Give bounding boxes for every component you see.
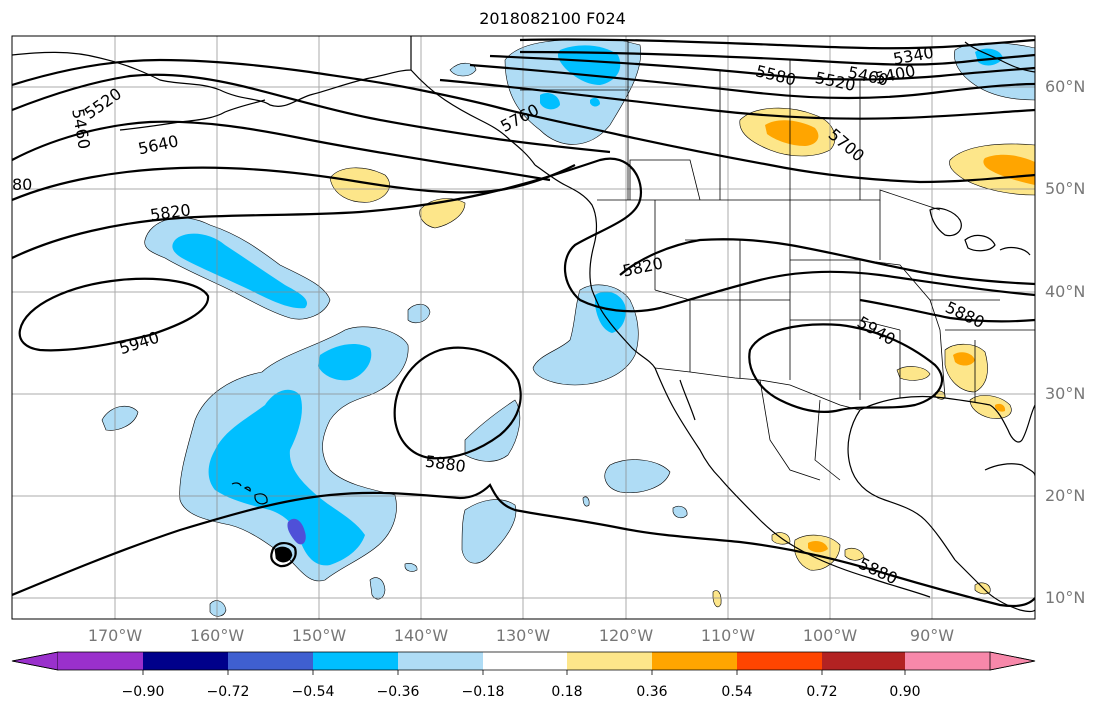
negative-anomaly-small-8 [582, 496, 590, 507]
lon-label-120w: 120°W [598, 626, 654, 645]
negative-anomaly-small-4 [209, 600, 227, 617]
positive-anomaly-region-florida [969, 395, 1012, 419]
negative-anomaly-core-alaska-2 [540, 93, 560, 110]
graticule [12, 36, 1035, 619]
negative-anomaly-core-alaska [557, 45, 621, 85]
negative-anomaly-peak [287, 518, 306, 545]
negative-anomaly-region-baja [604, 459, 671, 493]
negative-anomaly-core-subtropical-2 [318, 344, 372, 381]
lon-label-110w: 110°W [700, 626, 756, 645]
colorbar-swatch-8 [652, 652, 737, 670]
colorbar-swatch-1 [58, 652, 143, 670]
map-title: 2018082100 F024 [479, 9, 626, 28]
positive-anomaly-region-small-1 [712, 590, 722, 608]
colorbar-tick-label: 0.90 [889, 684, 921, 700]
negative-anomaly-region-hawaii-east [461, 499, 517, 564]
colorbar-tick-label: −0.18 [461, 684, 505, 700]
colorbar-tick-label: 0.72 [806, 684, 838, 700]
negative-anomaly-small-7 [404, 563, 418, 572]
coastlines [12, 36, 1035, 613]
lon-label-160w: 160°W [189, 626, 245, 645]
lon-label-150w: 150°W [291, 626, 347, 645]
colorbar-outline [11, 651, 1036, 671]
colorbar-swatch-7 [567, 652, 652, 670]
negative-anomaly-core-small [590, 97, 600, 107]
negative-anomaly-core-subtropical-1 [208, 389, 365, 566]
negative-anomaly-small-6 [449, 62, 477, 77]
colorbar-tick-label: −0.36 [376, 684, 420, 700]
colorbar-swatch-10 [822, 652, 905, 670]
lon-label-170w: 170°W [87, 626, 143, 645]
positive-anomaly-region-pacific-north [329, 167, 390, 203]
positive-anomaly-region-texas [896, 366, 931, 381]
lat-label-30n: 30°N [1045, 384, 1086, 403]
positive-anomaly-core-alberta [765, 120, 819, 146]
colorbar-tick-label: −0.54 [291, 684, 335, 700]
negative-anomaly-region-subtropical [179, 326, 409, 582]
colorbar-swatch-5 [398, 652, 483, 670]
negative-anomaly-small-1 [101, 405, 139, 431]
political-borders [410, 36, 1035, 481]
lon-label-130w: 130°W [495, 626, 551, 645]
colorbar-tick-label: 0.18 [551, 684, 583, 700]
negative-anomaly-core-ca [595, 291, 626, 333]
positive-anomaly-region-central-am [844, 547, 865, 561]
map-border [11, 35, 1036, 620]
positive-anomaly-core-florida [995, 403, 1006, 412]
lat-label-40n: 40°N [1045, 282, 1086, 301]
colorbar-tick-label: −0.72 [206, 684, 250, 700]
lon-label-100w: 100°W [802, 626, 858, 645]
contour-label-80: 80 [12, 175, 32, 194]
colorbar-extend-left [11, 651, 59, 671]
colorbar-swatch-3 [228, 652, 313, 670]
positive-anomaly-region-pacific-mid [419, 198, 466, 229]
negative-anomaly-core-bc [975, 48, 1003, 66]
colorbar-tick-label: 0.54 [721, 684, 753, 700]
negative-anomaly-core-north-pacific [172, 233, 308, 309]
lon-label-140w: 140°W [393, 626, 449, 645]
colorbar-extend-right [989, 651, 1036, 671]
positive-anomaly-core-southeast [953, 352, 975, 366]
colorbar-swatch-11 [905, 652, 990, 670]
colorbar [11, 651, 1036, 675]
lat-label-10n: 10°N [1045, 588, 1086, 607]
colorbar-swatch-4 [313, 652, 398, 670]
lat-label-60n: 60°N [1045, 77, 1086, 96]
colorbar-swatch-2 [143, 652, 228, 670]
negative-anomaly-small-2 [407, 303, 431, 324]
colorbar-swatch-6 [483, 652, 567, 670]
lat-label-50n: 50°N [1045, 179, 1086, 198]
positive-anomaly-core-ontario [983, 154, 1035, 185]
negative-anomaly-region-mid-pacific [464, 399, 521, 462]
positive-anomaly-core-mexico [808, 541, 828, 553]
colorbar-tick-label: −0.90 [121, 684, 165, 700]
height-contours [12, 38, 1035, 608]
anomaly-shading [101, 39, 1035, 617]
colorbar-swatch-9 [737, 652, 822, 670]
negative-anomaly-small-5 [672, 505, 688, 519]
lon-label-90w: 90°W [909, 626, 955, 645]
lat-label-20n: 20°N [1045, 486, 1086, 505]
colorbar-tick-label: 0.36 [636, 684, 668, 700]
